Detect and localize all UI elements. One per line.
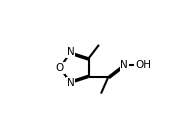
Text: N: N (120, 60, 128, 70)
Text: N: N (67, 47, 75, 57)
Text: OH: OH (135, 60, 151, 70)
Text: O: O (55, 63, 64, 73)
Text: N: N (67, 78, 75, 88)
